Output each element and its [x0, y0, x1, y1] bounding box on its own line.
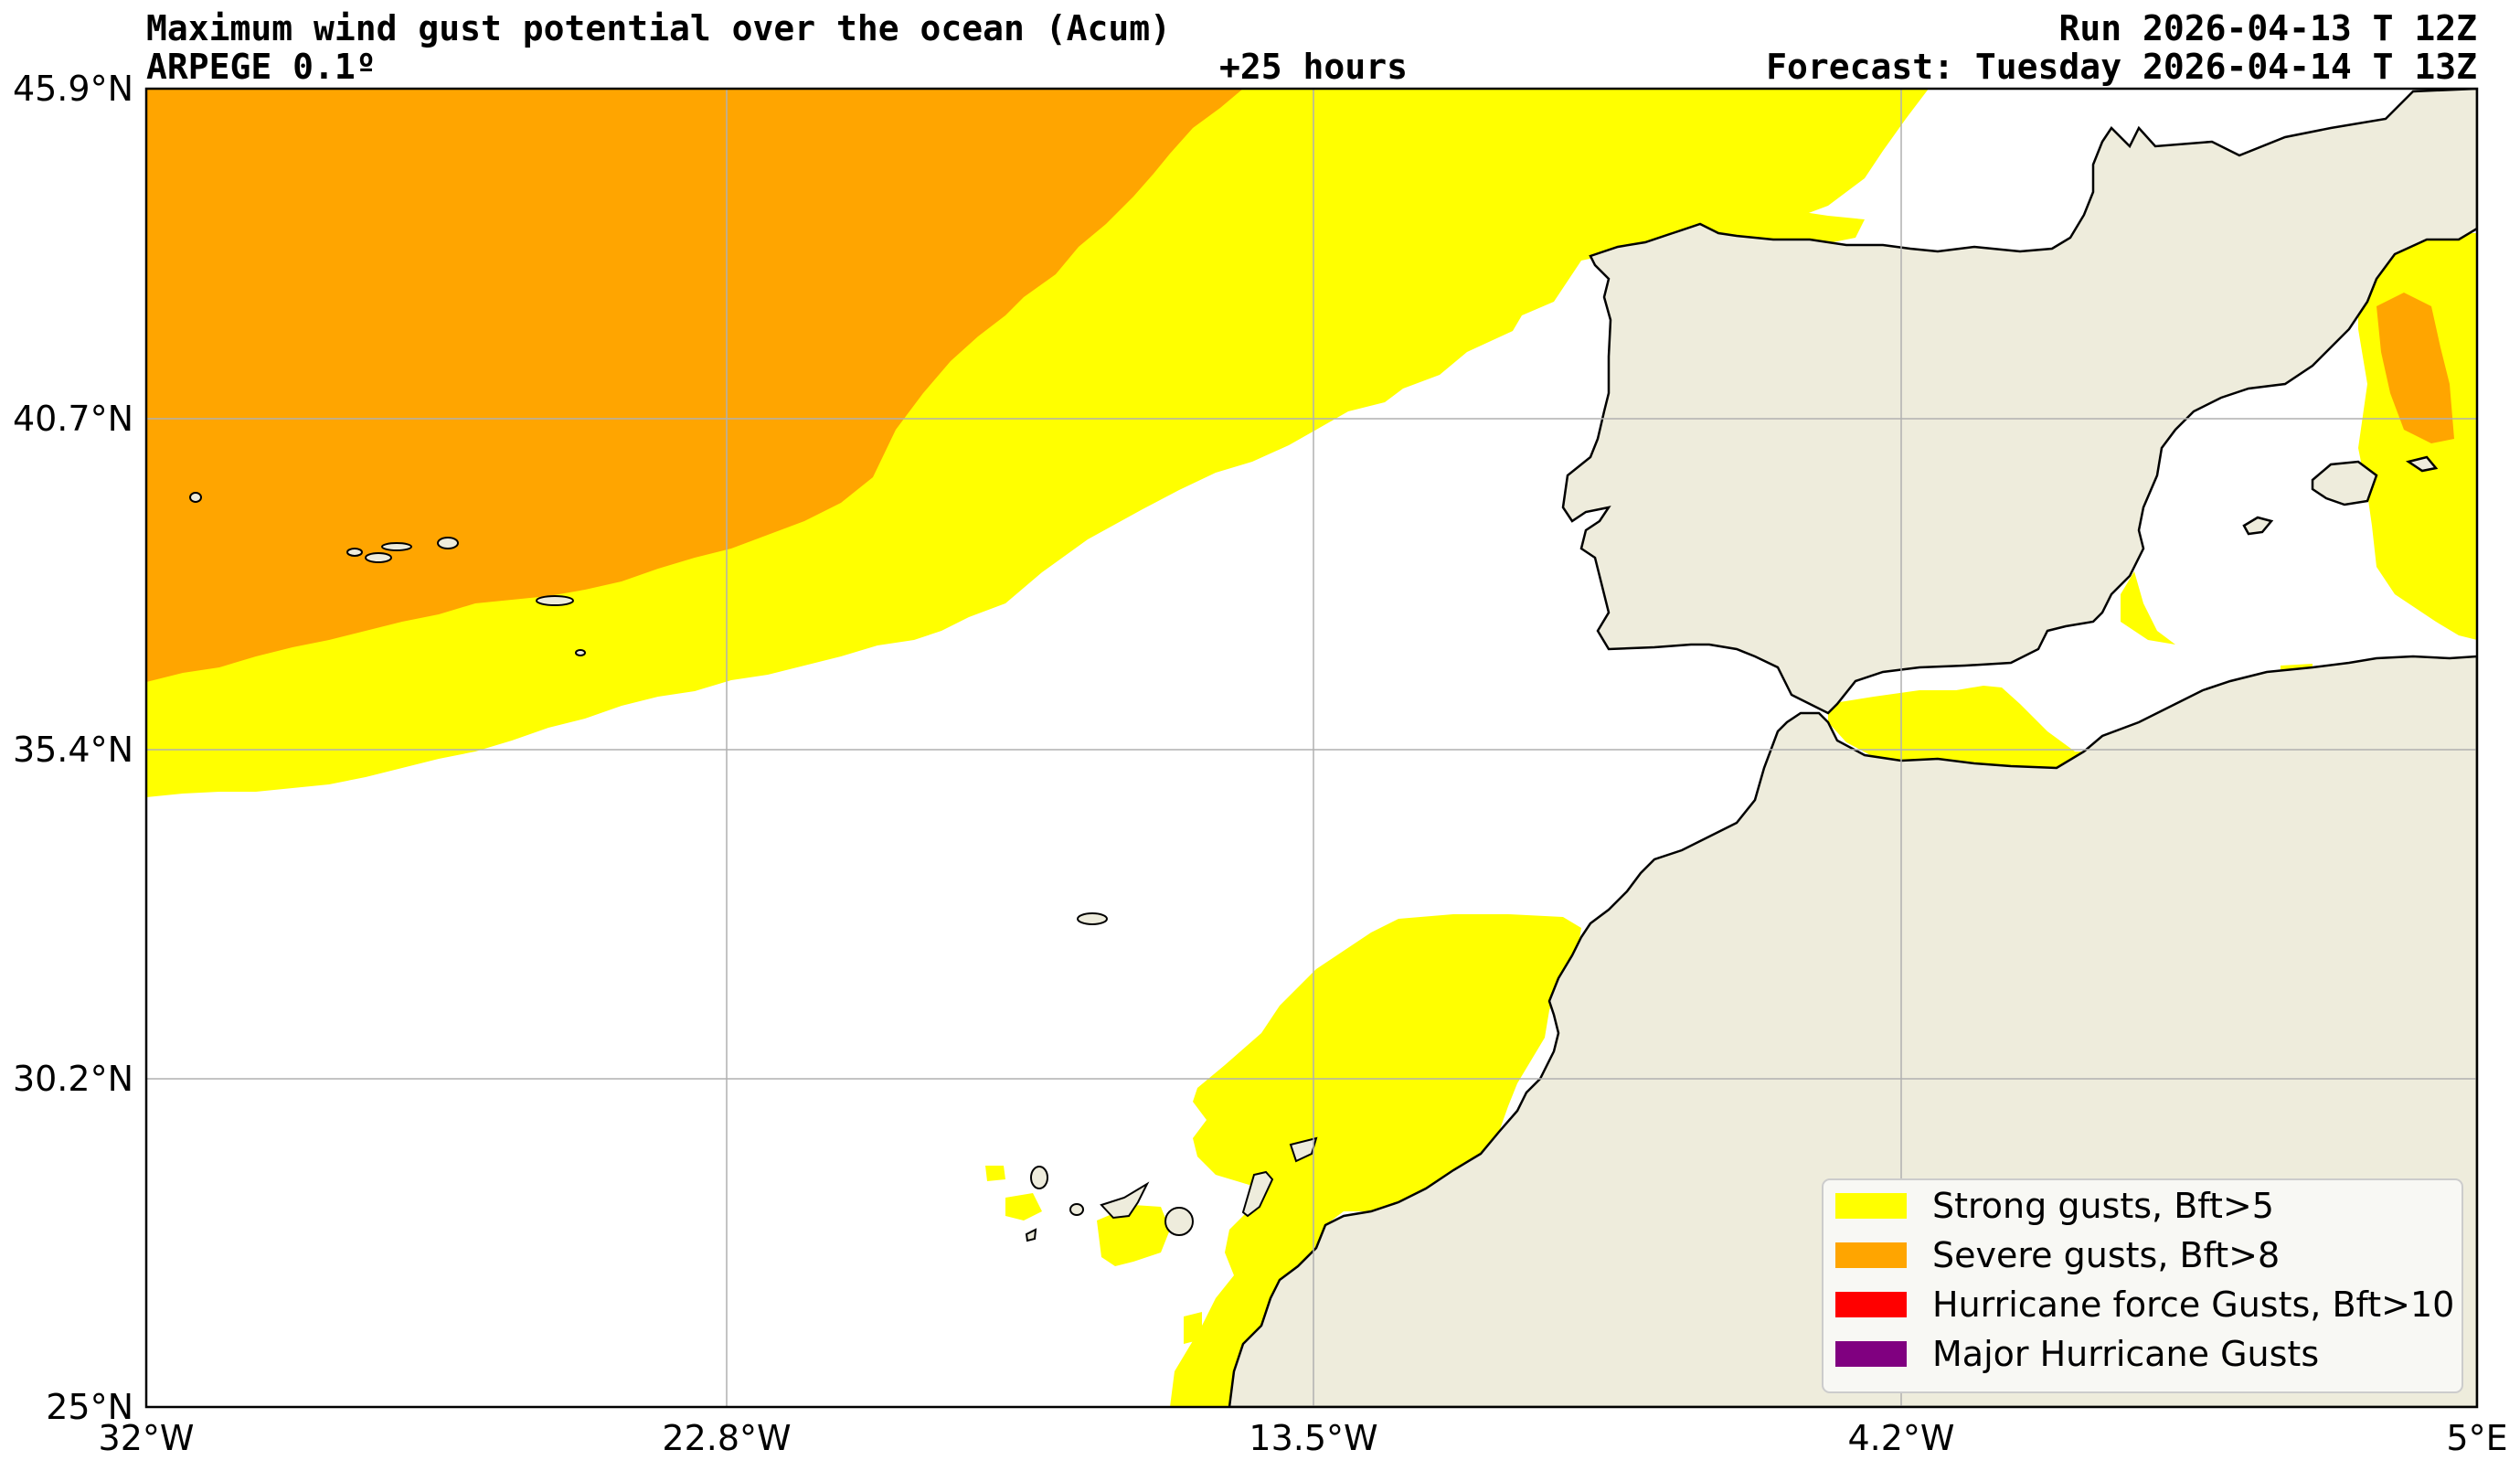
- island-tenerife: [1100, 1181, 1150, 1220]
- island-ibiza: [2242, 516, 2274, 536]
- lat-label: 25°N: [46, 1387, 133, 1427]
- lat-label: 45.9°N: [13, 69, 133, 109]
- strong-gusts-patch-1: [1005, 1193, 1042, 1221]
- island-mallorca: [2311, 460, 2378, 506]
- island-azores-7: [575, 649, 586, 656]
- legend-label-severe: Severe gusts, Bft>8: [1932, 1235, 2280, 1275]
- island-fuerteventura: [1241, 1170, 1274, 1218]
- land-iberia-europe: [1561, 89, 2477, 715]
- legend-swatch-major-hurricane: [1835, 1341, 1907, 1367]
- legend: Strong gusts, Bft>5 Severe gusts, Bft>8 …: [1822, 1178, 2463, 1393]
- forecast-label: Forecast: Tuesday 2026-04-14 T 13Z: [1766, 47, 2477, 87]
- strong-gusts-patch-3: [1184, 1312, 1202, 1344]
- severe-gusts-area-east: [2376, 293, 2454, 443]
- legend-label-hurricane: Hurricane force Gusts, Bft>10: [1932, 1284, 2454, 1325]
- map-title: Maximum wind gust potential over the oce…: [146, 8, 1171, 48]
- lon-label: 22.8°W: [662, 1418, 791, 1458]
- lat-label: 30.2°N: [13, 1059, 133, 1099]
- lead-time-label: +25 hours: [1219, 47, 1408, 87]
- legend-label-major-hurricane: Major Hurricane Gusts: [1932, 1334, 2319, 1374]
- island-la-gomera: [1069, 1203, 1084, 1216]
- legend-box: [1822, 1178, 2463, 1393]
- island-la-palma: [1030, 1166, 1048, 1189]
- lon-label: 32°W: [99, 1418, 195, 1458]
- island-azores-1: [189, 492, 202, 503]
- lat-label: 35.4°N: [13, 730, 133, 770]
- run-label: Run 2026-04-13 T 12Z: [2058, 8, 2477, 48]
- strong-gusts-patch-sicilia: [2121, 571, 2175, 645]
- severe-gusts-area-atlantic: [146, 89, 1243, 682]
- strong-gusts-area-alboran: [1828, 686, 2102, 768]
- lon-label: 4.2°W: [1847, 1418, 1954, 1458]
- island-el-hierro: [1025, 1228, 1037, 1242]
- legend-swatch-strong: [1835, 1193, 1907, 1219]
- map-frame: [144, 87, 2479, 1409]
- model-label: ARPEGE 0.1º: [146, 47, 377, 87]
- island-azores-2: [346, 548, 363, 557]
- island-azores-5: [437, 537, 459, 549]
- legend-swatch-hurricane: [1835, 1292, 1907, 1317]
- strong-gusts-patch-2: [985, 1166, 1005, 1181]
- island-lanzarote: [1289, 1136, 1318, 1163]
- strong-gusts-area-canaries: [1097, 1205, 1170, 1266]
- island-azores-3: [365, 552, 392, 563]
- island-azores-4: [381, 542, 412, 551]
- island-gran-canaria: [1164, 1207, 1194, 1236]
- island-menorca: [2405, 455, 2439, 473]
- lon-axis: 32°W 22.8°W 13.5°W 4.2°W 5°E: [99, 1418, 2508, 1458]
- strong-gusts-area-morocco: [1170, 914, 1581, 1407]
- lat-axis: 45.9°N 40.7°N 35.4°N 30.2°N 25°N: [13, 69, 133, 1427]
- island-madeira: [1077, 912, 1108, 925]
- lat-label: 40.7°N: [13, 399, 133, 439]
- legend-swatch-severe: [1835, 1242, 1907, 1268]
- lon-label: 5°E: [2446, 1418, 2507, 1458]
- legend-label-strong: Strong gusts, Bft>5: [1932, 1186, 2274, 1226]
- grid-lines: [146, 89, 2477, 1407]
- island-azores-6: [536, 595, 574, 606]
- map-area: [146, 89, 2477, 1407]
- lon-label: 13.5°W: [1249, 1418, 1377, 1458]
